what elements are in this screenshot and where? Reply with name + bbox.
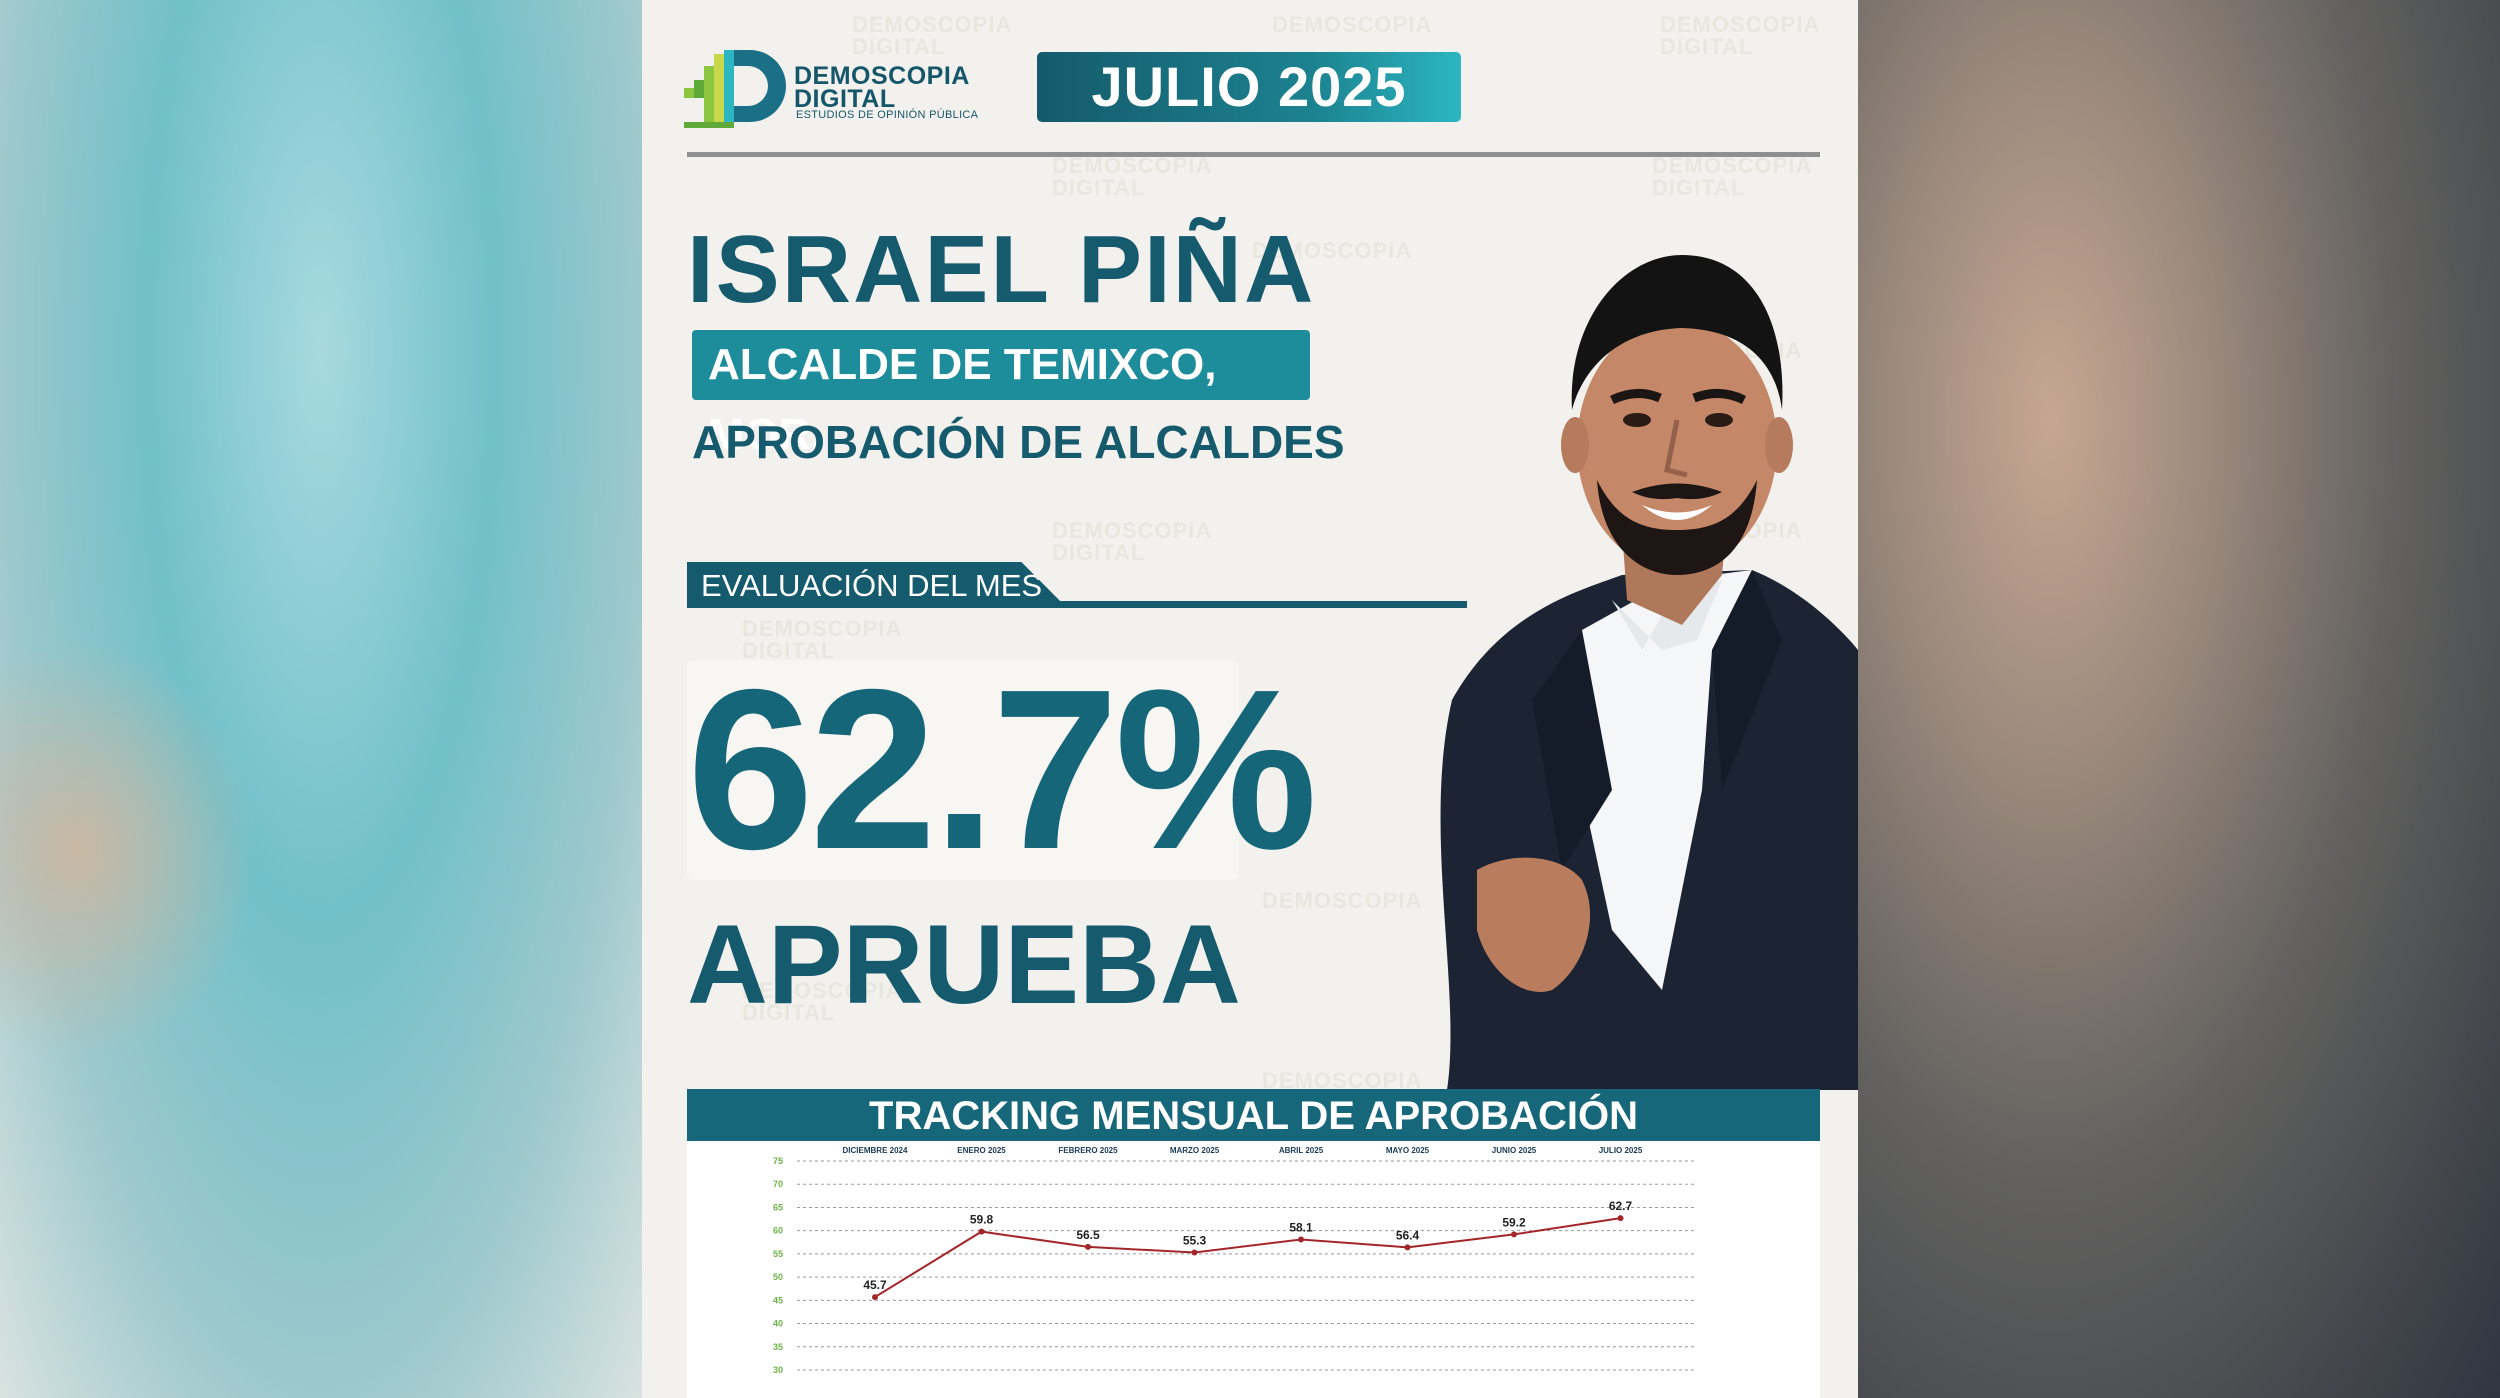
y-tick-label: 35 [773,1342,783,1352]
y-tick-label: 55 [773,1249,783,1259]
brand-tagline: ESTUDIOS DE OPINIÓN PÚBLICA [796,109,979,121]
percent-backdrop [687,660,1239,880]
watermark: DEMOSCOPIA [1262,1068,1423,1093]
watermark: DEMOSCOPIA [1252,238,1413,263]
watermark: DEMOSCOPIA [742,978,903,1003]
lapel-right [1712,570,1782,790]
x-tick-label: ENERO 2025 [957,1146,1006,1155]
x-tick-label: MAYO 2025 [1386,1146,1430,1155]
shirt [1582,570,1752,990]
y-tick-label: 30 [773,1365,783,1375]
watermark: DIGITAL [1052,540,1146,565]
approval-poster: DEMOSCOPIA DIGITAL DEMOSCOPIA DEMOSCOPIA… [642,0,1858,1398]
y-tick-label: 65 [773,1202,783,1212]
data-point [1617,1215,1624,1222]
series-line [874,1217,1621,1298]
evaluation-label: EVALUACIÓN DEL MES [687,562,1067,608]
y-tick-label: 45 [773,1295,783,1305]
y-tick-label: 40 [773,1319,783,1329]
data-label: 62.7 [1609,1199,1633,1213]
x-tick-label: FEBRERO 2025 [1058,1146,1118,1155]
tracking-chart-panel: 75 70 65 60 55 50 45 40 35 30 DICIEMBRE 2024 ENERO … [687,1141,1820,1398]
x-tick-label: MARZO 2025 [1170,1146,1220,1155]
watermark: DEMOSCOPIA [852,12,1013,37]
period-badge: JULIO 2025 [1037,52,1461,122]
watermark: DEMOSCOPIA [742,616,903,641]
person-photo [1440,255,1858,1090]
background-right-blur [1858,0,2500,1398]
background-left-blur [0,0,642,1398]
y-tick-label: 50 [773,1272,783,1282]
data-label: 58.1 [1289,1220,1313,1234]
face [1577,320,1777,570]
data-label: 59.2 [1502,1215,1526,1229]
hair [1571,255,1783,410]
y-tick-label: 75 [773,1156,783,1166]
data-label: 56.5 [1076,1228,1100,1242]
demoscopia-logo-icon [684,50,786,128]
hand [1477,857,1591,992]
mustache [1632,483,1722,500]
y-tick-label: 70 [773,1179,783,1189]
x-tick-label: ABRIL 2025 [1279,1146,1324,1155]
approval-verdict: APRUEBA [687,902,1241,1027]
x-tick-label: DICIEMBRE 2024 [843,1146,908,1155]
watermark: DEMOSCOPIA [1652,153,1813,178]
brand-name-line1: DEMOSCOPIA [794,62,970,90]
beard [1597,480,1757,575]
person-role-badge: ALCALDE DE TEMIXCO, MOR. [692,330,1310,459]
watermark: DIGITAL [742,1000,836,1025]
x-tick-label: JULIO 2025 [1599,1146,1643,1155]
watermark: DEMOSCOPIA [1262,888,1423,913]
y-tick-label: 60 [773,1226,783,1236]
chart-title: TRACKING MENSUAL DE APROBACIÓN [687,1089,1820,1141]
watermark: DIGITAL [1052,175,1146,200]
watermark: DIGITAL [852,34,946,59]
divider [687,152,1820,157]
approval-percent: 62.7% [687,643,1317,897]
evaluation-underline [687,601,1467,608]
data-point [1085,1243,1091,1250]
data-label: 45.7 [863,1278,887,1292]
data-point [1511,1231,1517,1238]
tracking-line-chart: 75 70 65 60 55 50 45 40 35 30 DICIEMBRE 2024 ENERO … [773,1146,1697,1375]
watermark: DIGITAL [1652,175,1746,200]
watermark: DIGITAL [742,638,836,663]
brand-name-line2: DIGITAL [794,85,896,113]
lapel-left [1532,630,1612,870]
data-point [1298,1236,1304,1243]
watermark: DEMOSCOPIA [1052,518,1213,543]
watermark: DIGITAL [1660,34,1754,59]
x-tick-label: JUNIO 2025 [1492,1146,1537,1155]
data-point [1191,1249,1198,1256]
data-label: 59.8 [970,1213,994,1227]
data-point [1404,1244,1411,1251]
data-label: 55.3 [1183,1233,1207,1247]
survey-subtitle: APROBACIÓN DE ALCALDES [692,416,1345,468]
data-point [978,1228,985,1235]
data-point [872,1294,878,1301]
person-name: ISRAEL PIÑA [687,216,1316,323]
watermark: DEMOSCOPIA [1052,153,1213,178]
watermark: DEMOSCOPIA [1660,12,1821,37]
data-label: 56.4 [1396,1228,1420,1242]
watermark: DEMOSCOPIA [1272,12,1433,37]
